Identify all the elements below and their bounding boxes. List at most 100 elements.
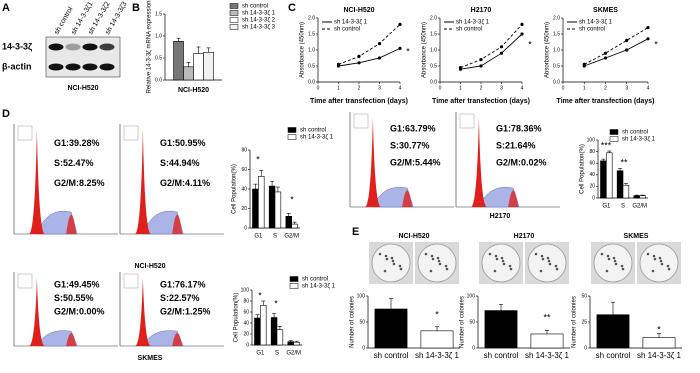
bar [596,314,630,349]
y-tick-label: 2.0 [308,15,315,21]
bar [270,317,278,346]
x-tick-label: G1 [602,204,611,210]
colony-dot [500,256,504,260]
legend-label: sh 14-3-3ζ 1 [302,284,336,290]
x-tick-label: 4 [399,85,402,91]
y-axis-label: Number of colonies [350,296,356,348]
legend-label: sh control [334,27,360,33]
legend-label: sh 14-3-3ζ 3 [242,25,276,31]
point [520,22,524,26]
blot-band [99,43,115,51]
panel-label: A [2,2,10,14]
y-tick-label: 25 [581,319,587,325]
y-tick-label: 100 [241,287,250,293]
colony-dot [651,269,655,273]
series-line [584,38,649,67]
significance: * [654,39,658,49]
row-label: β-actin [2,61,32,71]
y-tick-label: 100 [467,293,476,299]
flow-g2-peak [66,214,77,234]
y-tick-label: 0.5 [553,63,560,69]
bar [484,310,518,349]
series-line [338,47,401,67]
y-tick-label: 1.0 [155,33,162,39]
chart-title: H2170 [471,7,492,14]
x-tick-label: S [275,351,279,357]
bar [639,195,646,199]
legend-label: sh control [302,277,328,283]
y-tick-label: 0.0 [155,77,162,83]
colony-dot [391,259,395,263]
bar [203,51,214,81]
flow-stat: S:44.94% [160,158,200,168]
y-tick-label: 0 [592,195,595,201]
flow-g1-peak [364,118,381,207]
x-axis-label: Time after transfection (days) [432,98,530,105]
y-tick-label: 0.5 [155,55,162,61]
y-tick-label: 2.0 [553,15,560,21]
x-tick-label: sh 14-3-3ζ 1 [525,351,570,360]
error-bar [389,298,393,309]
y-tick-label: 20 [243,331,249,337]
flow-stat: G2/M:8.25% [54,178,105,188]
y-axis-label: Cell Population(%) [234,293,240,343]
error-bar [499,304,503,311]
colony-dot [540,254,544,258]
error-bar [640,194,645,196]
colony-dot [488,252,492,256]
bar [616,170,624,199]
blot-band [65,63,81,71]
point [625,48,629,52]
y-axis-label: Absorbance (450nm) [300,22,306,78]
colony-dish [417,243,457,283]
error-bar [196,46,201,54]
bar [293,341,300,346]
y-tick-label: 0 [244,225,247,231]
legend-swatch [609,129,619,135]
x-tick-label: 1 [459,85,462,91]
error-bar [435,326,439,331]
colony-dot [652,254,656,258]
colony-dot [398,264,402,268]
flow-stat: S:22.57% [160,293,200,303]
series-line [460,24,523,69]
error-bar [607,150,612,153]
colony-dot [653,257,657,261]
error-bar [294,340,299,343]
error-bar [288,340,293,342]
colony-dot [621,267,625,271]
bar [254,317,261,346]
significance: * [290,194,294,204]
bar [530,333,564,349]
colony-dot [539,269,543,273]
bar [268,185,276,229]
y-tick-label: 1.5 [308,31,315,37]
y-axis-label: Cell Population(%) [232,164,238,214]
colony-dot [534,252,538,256]
row-label: 14-3-3ζ [2,41,32,51]
error-bar [545,330,549,334]
y-tick-label: 0.0 [553,79,560,85]
significance: * [406,46,410,56]
bar [173,40,184,81]
error-bar [601,158,606,161]
flow-stat: G2/M:5.44% [390,158,441,168]
flow-stat: G2/M:0.02% [496,158,547,168]
flow-g1-peak [134,130,151,234]
legend-swatch [287,127,297,133]
y-tick-label: 0 [584,345,587,351]
point [377,42,382,46]
colony-dot [385,257,389,261]
point [625,38,629,43]
bar [606,152,613,199]
significance: ** [620,157,628,167]
colony-dot [614,262,618,266]
x-tick-label: 2 [480,85,483,91]
flow-stat: G1:78.36% [496,123,542,133]
flow-g1-peak [28,130,45,234]
flow-legend-box [123,125,139,141]
flow-g1-peak [470,118,487,207]
x-tick-label: S [621,204,625,210]
panel-label: B [132,2,140,14]
